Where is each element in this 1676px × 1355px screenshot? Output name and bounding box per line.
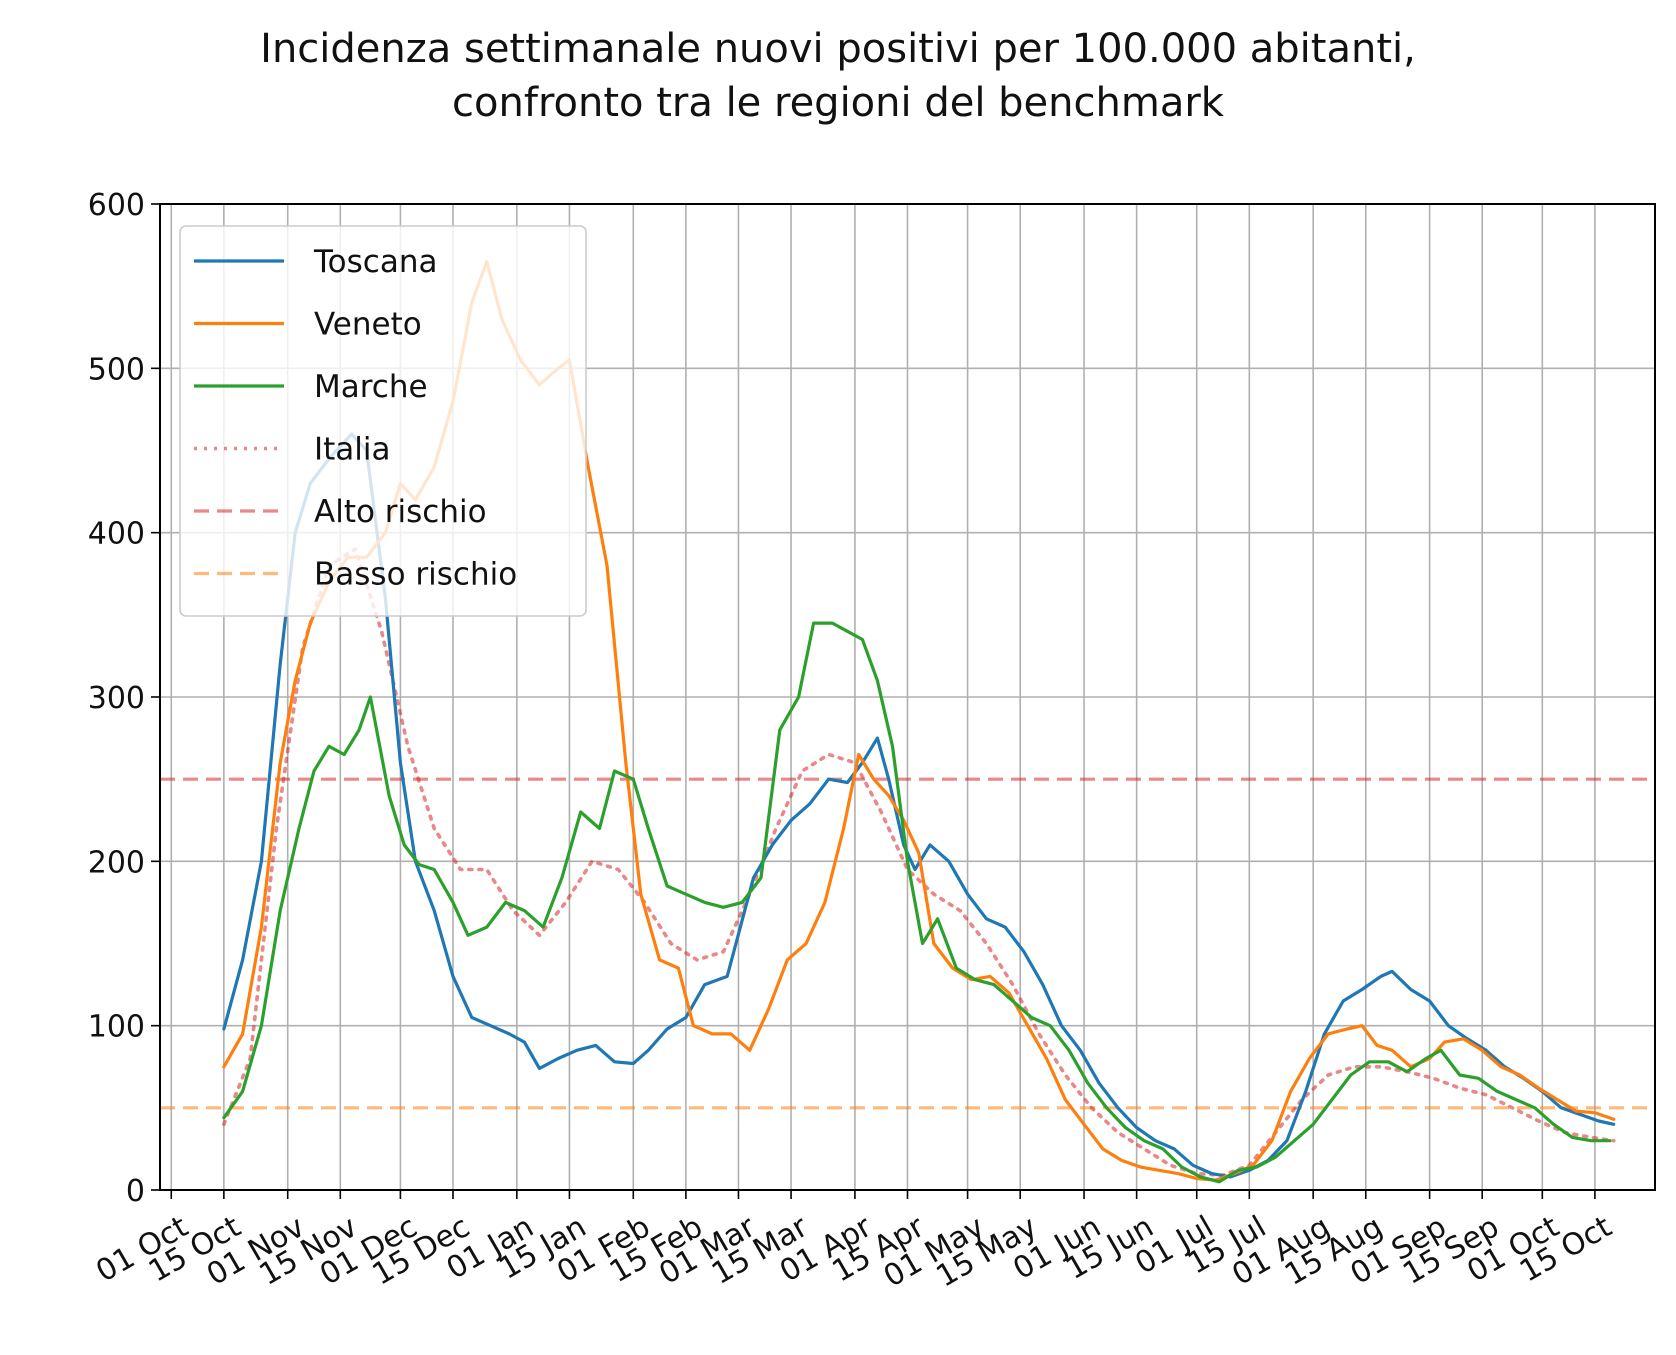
y-tick-label: 200 xyxy=(88,845,145,880)
legend-label: Basso rischio xyxy=(314,557,517,593)
legend-label: Toscana xyxy=(313,244,437,280)
legend: Toscana Veneto Marche Italia Alto rischio Bas… xyxy=(179,225,587,617)
legend-label: Marche xyxy=(314,369,428,405)
chart-title: Incidenza settimanale nuovi positivi per… xyxy=(0,22,1676,130)
y-tick-label: 100 xyxy=(88,1010,145,1045)
y-tick-label: 500 xyxy=(88,352,145,387)
y-tick-label: 400 xyxy=(88,517,145,552)
legend-label: Italia xyxy=(314,432,391,468)
series-line-italia xyxy=(222,547,1616,1177)
legend-label: Veneto xyxy=(314,307,422,343)
reference-lines xyxy=(160,777,1655,1110)
chart-title-line-2: confronto tra le regioni del benchmark xyxy=(452,80,1224,126)
y-tick-label: 300 xyxy=(88,681,145,716)
series-lines xyxy=(222,259,1616,1184)
series-line-marche xyxy=(222,621,1612,1184)
y-tick-label: 600 xyxy=(88,188,145,223)
legend-label: Alto rischio xyxy=(314,494,487,530)
chart-title-line-1: Incidenza settimanale nuovi positivi per… xyxy=(260,26,1416,72)
y-tick-label: 0 xyxy=(126,1174,145,1209)
series-line-toscana xyxy=(222,432,1616,1179)
